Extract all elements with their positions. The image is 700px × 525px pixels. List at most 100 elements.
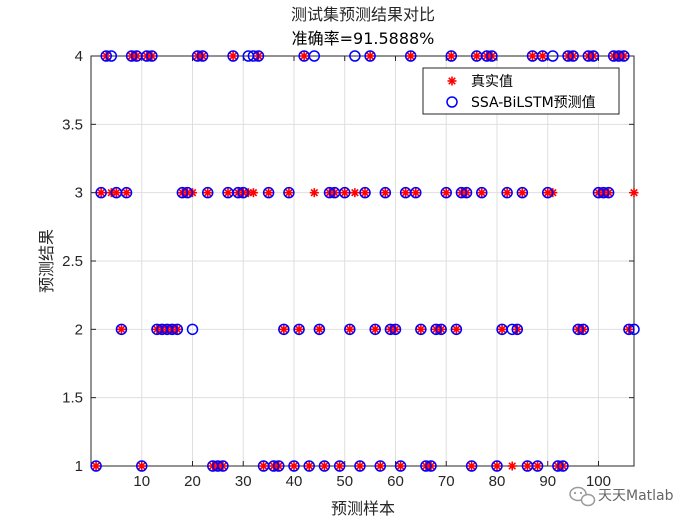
predicted-value-point (628, 323, 640, 336)
predicted-value-point (450, 323, 463, 336)
x-tick-label: 90 (539, 473, 556, 490)
predicted-value-point (618, 50, 630, 62)
predicted-value-point (166, 323, 178, 336)
true-value-point (335, 461, 345, 471)
predicted-value-point (247, 50, 260, 62)
y-tick-label: 4 (75, 48, 83, 65)
true-value-point (507, 461, 517, 471)
true-value-point (629, 188, 639, 198)
true-value-point (406, 51, 416, 61)
true-value-point (411, 188, 421, 198)
legend-marker-true (447, 76, 457, 86)
predicted-value-point (531, 460, 544, 472)
predicted-value-point (105, 50, 118, 62)
predicted-value-point (552, 460, 564, 472)
true-value-point (96, 188, 106, 198)
predicted-value-point (511, 323, 524, 336)
predicted-value-point (344, 323, 356, 336)
legend-circle-marker (446, 96, 458, 108)
true-value-point (446, 51, 456, 61)
predicted-value-point (425, 460, 437, 472)
predicted-value-point (567, 50, 579, 62)
true-value-point (497, 324, 507, 334)
true-value-point (451, 324, 461, 334)
legend-asterisk-marker (447, 76, 457, 86)
predicted-value-point (597, 186, 610, 199)
predicted-value-point (267, 460, 280, 472)
predicted-value-point (349, 50, 361, 62)
true-value-point (299, 51, 309, 61)
predicted-value-point (440, 186, 452, 199)
predicted-value-point (318, 460, 331, 472)
predicted-value-point (415, 323, 427, 336)
true-value-point (538, 51, 548, 61)
predicted-value-point (486, 50, 498, 62)
predicted-value-point (217, 460, 229, 472)
y-tick-label: 3.5 (62, 116, 83, 133)
true-value-point (314, 324, 324, 334)
predicted-value-point (587, 50, 600, 62)
predicted-value-point (293, 323, 305, 336)
predicted-value-point (146, 50, 158, 62)
predicted-value-point (186, 323, 199, 336)
true-value-point (345, 324, 355, 334)
y-axis-label: 预测结果 (37, 229, 56, 293)
predicted-value-point (562, 50, 574, 62)
predicted-value-point (171, 323, 184, 336)
true-value-point (355, 461, 365, 471)
predicted-value-point (613, 50, 625, 62)
y-tick-label: 3 (75, 185, 83, 202)
predicted-value-point (476, 186, 488, 199)
predicted-value-point (582, 50, 595, 62)
predicted-value-point (374, 460, 387, 472)
predicted-value-point (323, 186, 336, 199)
true-value-point (304, 461, 314, 471)
x-tick-label: 80 (489, 473, 506, 490)
true-value-point (284, 188, 294, 198)
true-value-point (203, 188, 213, 198)
predicted-value-point (313, 323, 326, 336)
predicted-value-point (516, 186, 529, 199)
x-tick-label: 40 (286, 473, 303, 490)
predicted-value-point (501, 186, 513, 199)
chart-title: 测试集预测结果对比 (291, 5, 435, 24)
true-value-point (467, 461, 477, 471)
predicted-value-point (232, 186, 244, 199)
predicted-value-point (557, 460, 569, 472)
x-tick-label: 30 (235, 473, 252, 490)
predicted-value-point (572, 323, 584, 336)
predicted-value-point (379, 186, 392, 199)
predicted-value-point (141, 50, 153, 62)
true-value-point (533, 461, 543, 471)
predicted-value-point (338, 186, 351, 199)
predicted-value-point (465, 460, 478, 472)
y-tick-label: 2 (75, 321, 83, 338)
true-value-point (264, 188, 274, 198)
chart-subtitle: 准确率=91.5888% (292, 29, 435, 48)
true-value-point (137, 461, 147, 471)
predicted-value-point (404, 50, 417, 62)
predicted-value-point (196, 50, 209, 62)
true-value-point (223, 188, 233, 198)
predicted-value-point (278, 323, 290, 336)
predicted-value-point (623, 323, 635, 336)
true-value-point (122, 188, 132, 198)
true-value-point (319, 461, 329, 471)
true-value-point (340, 188, 350, 198)
predicted-value-point (181, 186, 194, 199)
predicted-value-point (420, 460, 432, 472)
predicted-value-point (389, 323, 402, 336)
watermark: 天天Matlab (569, 486, 674, 507)
predicted-value-point (201, 186, 214, 199)
predicted-value-point (481, 50, 493, 62)
predicted-value-point (191, 50, 204, 62)
predicted-value-point (212, 460, 224, 472)
predicted-value-point (273, 460, 285, 472)
true-value-point (396, 461, 406, 471)
predicted-value-point (237, 186, 249, 199)
x-axis-label: 预测样本 (331, 499, 395, 518)
predicted-value-point (577, 323, 590, 336)
legend-label-pred: SSA-BiLSTM预测值 (471, 95, 596, 111)
predicted-value-point (227, 50, 239, 62)
